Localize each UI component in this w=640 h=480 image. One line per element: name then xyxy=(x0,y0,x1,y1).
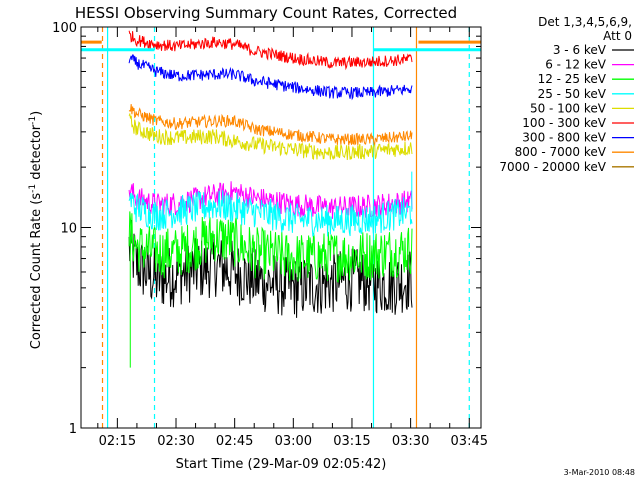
y-label-part2: detector xyxy=(29,124,44,184)
x-tick-label-1: 02:15 xyxy=(99,434,136,449)
legend-header-line1: Det 1,3,4,5,6,9, xyxy=(538,15,632,29)
y-tick-label-100: 100 xyxy=(52,21,77,36)
y-label-sup2: -1 xyxy=(28,116,38,125)
x-axis-ticks: 02:15 02:30 02:45 03:00 03:15 03:30 03:45 xyxy=(97,27,488,449)
x-tick-label-6: 03:30 xyxy=(392,434,429,449)
x-tick-label-7: 03:45 xyxy=(451,434,488,449)
y-label-sup1: -1 xyxy=(28,184,38,193)
legend-label-4: 25 - 50 keV xyxy=(538,87,607,101)
x-tick-label-2: 02:30 xyxy=(157,434,194,449)
chart-title: HESSI Observing Summary Count Rates, Cor… xyxy=(75,4,457,22)
series-line-2 xyxy=(128,181,413,219)
legend-label-5: 50 - 100 keV xyxy=(530,101,607,115)
generation-timestamp: 3-Mar-2010 08:48 xyxy=(564,468,635,477)
legend-header-line2: Att 0 xyxy=(603,29,632,43)
series-lines xyxy=(128,30,413,368)
x-tick-label-5: 03:15 xyxy=(333,434,370,449)
legend-label-8: 800 - 7000 keV xyxy=(515,145,607,159)
series-line-8 xyxy=(128,104,413,146)
y-tick-label-1: 1 xyxy=(69,422,77,437)
legend-label-2: 6 - 12 keV xyxy=(545,58,607,72)
attenuator-bars xyxy=(81,40,481,52)
legend-label-3: 12 - 25 keV xyxy=(538,72,607,86)
x-tick-label-4: 03:00 xyxy=(275,434,312,449)
legend-label-6: 100 - 300 keV xyxy=(522,116,606,130)
series-line-7 xyxy=(128,54,413,101)
y-axis-ticks: 1 10 100 xyxy=(52,21,481,437)
legend-label-1: 3 - 6 keV xyxy=(553,43,607,57)
y-axis-label: Corrected Count Rate (s-1 detector-1) xyxy=(28,111,44,349)
y-label-part1: Corrected Count Rate (s xyxy=(29,193,44,350)
y-label-part3: ) xyxy=(29,111,44,116)
series-line-4 xyxy=(128,190,413,237)
legend-label-7: 300 - 800 keV xyxy=(522,131,606,145)
x-tick-label-3: 02:45 xyxy=(216,434,253,449)
series-line-6 xyxy=(128,30,413,71)
series-line-5 xyxy=(128,112,413,161)
series-line-3 xyxy=(128,211,413,283)
x-axis-label: Start Time (29-Mar-09 02:05:42) xyxy=(176,457,387,472)
y-tick-label-10: 10 xyxy=(60,222,77,237)
legend-label-9: 7000 - 20000 keV xyxy=(499,160,606,174)
